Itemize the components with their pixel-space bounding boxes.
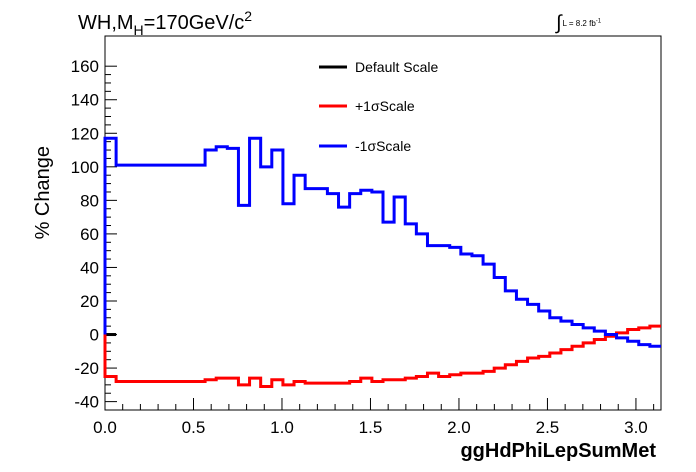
y-tick-label: 20 — [80, 292, 99, 311]
x-axis: 0.0 0.5 1.0 1.5 2.0 2.5 3.0 — [93, 398, 655, 437]
series-line — [103, 136, 661, 348]
series-line — [103, 324, 661, 389]
x-axis-title: ggHdPhiLepSumMet — [460, 440, 656, 462]
integral-sign-icon: ∫ — [556, 12, 562, 34]
legend-label: -1σScale — [355, 138, 411, 154]
y-tick-label: 140 — [71, 91, 99, 110]
x-tick-label: 1.0 — [270, 418, 294, 437]
y-tick-label: 80 — [80, 191, 99, 210]
y-tick-label: 120 — [71, 124, 99, 143]
x-tick-label: 3.0 — [624, 418, 648, 437]
x-tick-label: 2.0 — [447, 418, 471, 437]
legend: Default Scale +1σScale -1σScale — [319, 59, 438, 154]
luminosity-label: ∫L = 8.2 fb-1 — [556, 12, 602, 34]
chart-title: WH,MH=170GeV/c2 — [78, 8, 253, 38]
y-axis-title: % Change — [32, 146, 54, 239]
y-axis: -40 -20 0 20 40 60 80 100 120 140 160 — [71, 57, 117, 412]
y-tick-label: 0 — [90, 326, 99, 345]
x-tick-label: 0.5 — [182, 418, 206, 437]
y-tick-label: -40 — [74, 393, 99, 412]
y-tick-label: -20 — [74, 359, 99, 378]
y-tick-label: 60 — [80, 225, 99, 244]
legend-label: +1σScale — [355, 98, 415, 114]
x-tick-label: 2.5 — [536, 418, 560, 437]
x-tick-label: 1.5 — [359, 418, 383, 437]
y-tick-label: 40 — [80, 258, 99, 277]
x-tick-label: 0.0 — [93, 418, 117, 437]
y-tick-label: 160 — [71, 57, 99, 76]
legend-label: Default Scale — [355, 59, 438, 75]
series-lines — [103, 136, 661, 389]
y-tick-label: 100 — [71, 158, 99, 177]
